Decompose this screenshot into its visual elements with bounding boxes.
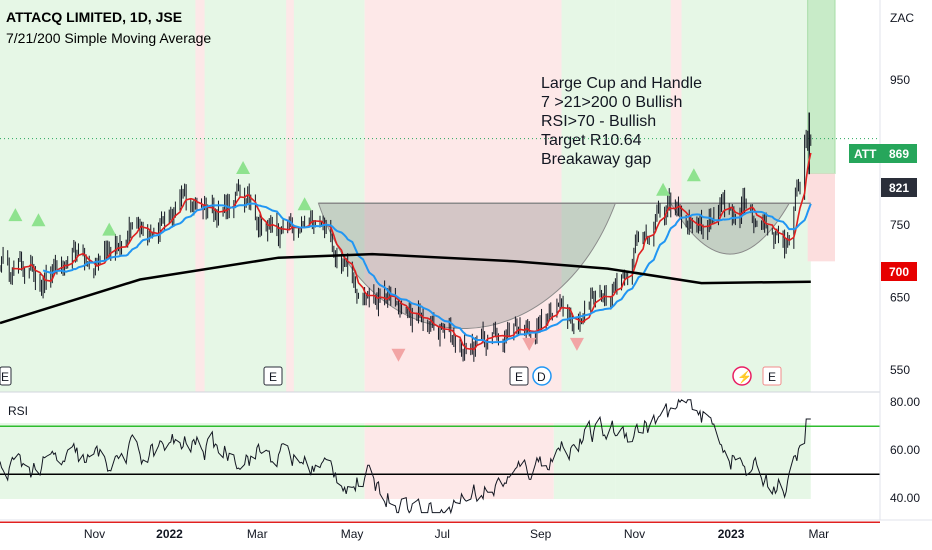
stop-zone xyxy=(807,173,835,262)
earnings-marker-3[interactable]: E xyxy=(509,366,529,386)
sma-21-line xyxy=(42,202,812,344)
svg-text:E: E xyxy=(1,370,9,384)
rsi-regime-band xyxy=(615,423,811,499)
stop-price-badge: 700 xyxy=(881,262,917,281)
svg-text:E: E xyxy=(515,370,523,384)
buy-arrow xyxy=(31,213,46,227)
entry-badge-text: 821 xyxy=(889,181,909,195)
sma-200-line xyxy=(0,252,811,325)
entry-badge-bg xyxy=(881,178,917,197)
regime-band xyxy=(0,0,365,392)
annotation-line-1: Large Cup and Handle xyxy=(541,75,702,92)
regime-strip xyxy=(540,0,562,392)
rsi-tick-label: 40.00 xyxy=(890,491,920,505)
svg-text:D: D xyxy=(537,370,546,384)
last-price-bg xyxy=(881,144,917,163)
symbol-badge-text: ATT xyxy=(854,147,877,161)
annotation-line-3: RSI>70 - Bullish xyxy=(541,113,656,130)
currency-label: ZAC xyxy=(890,11,914,25)
x-tick-label: May xyxy=(341,527,364,541)
x-tick-label: Mar xyxy=(247,527,268,541)
trade-annotation: Large Cup and Handle 7 >21>200 0 Bullish… xyxy=(541,75,702,168)
rsi-label: RSI xyxy=(8,404,28,418)
annotation-line-5: Breakaway gap xyxy=(541,151,651,168)
stop-badge-bg xyxy=(881,262,917,281)
last-price-badge: ATT 869 xyxy=(849,144,917,163)
buy-arrow xyxy=(236,160,251,174)
sma-7-line xyxy=(12,152,812,351)
regime-band xyxy=(615,0,811,392)
annotation-line-4: Target R10.64 xyxy=(541,132,642,149)
regime-strip xyxy=(195,0,205,392)
regime-band xyxy=(364,0,554,392)
price-tick-label: 650 xyxy=(890,291,910,305)
rsi-tick-label: 80.00 xyxy=(890,395,920,409)
last-price-text: 869 xyxy=(889,147,909,161)
svg-text:E: E xyxy=(768,370,776,384)
rsi-regime-band xyxy=(553,423,616,499)
buy-arrow xyxy=(686,168,701,182)
rsi-regime-band xyxy=(0,423,365,499)
x-tick-label: Nov xyxy=(624,527,645,541)
price-tick-label: 950 xyxy=(890,73,910,87)
symbol-title: ATTACQ LIMITED, 1D, JSE xyxy=(6,9,182,25)
trade-zones xyxy=(0,0,880,262)
entry-price-badge: 821 xyxy=(881,178,917,197)
earnings-marker-1[interactable]: E xyxy=(0,366,12,386)
rsi-pane xyxy=(0,391,880,523)
buy-arrow xyxy=(656,182,671,196)
regime-band xyxy=(553,0,616,392)
sell-arrow xyxy=(522,337,537,351)
regime-strip xyxy=(286,0,294,392)
sell-arrow xyxy=(569,337,584,351)
dividend-marker[interactable]: D xyxy=(532,366,552,386)
rsi-regime-band xyxy=(364,423,554,499)
buy-arrow xyxy=(8,208,23,222)
cup-shape xyxy=(317,202,617,329)
symbol-badge-bg xyxy=(849,144,881,163)
indicator-title: 7/21/200 Simple Moving Average xyxy=(6,30,211,46)
svg-text:E: E xyxy=(269,370,277,384)
rsi-line xyxy=(0,398,811,515)
signal-arrows xyxy=(8,160,701,362)
x-tick-label: Sep xyxy=(530,527,552,541)
x-tick-label: Mar xyxy=(808,527,829,541)
x-tick-label: 2023 xyxy=(718,527,745,541)
split-marker[interactable]: ⚡ xyxy=(732,366,752,386)
annotation-line-2: 7 >21>200 0 Bullish xyxy=(541,94,682,111)
x-tick-label: 2022 xyxy=(156,527,183,541)
moving-averages xyxy=(0,152,812,351)
price-tick-label: 550 xyxy=(890,363,910,377)
buy-arrow xyxy=(102,222,117,236)
target-zone xyxy=(807,0,836,174)
sell-arrow xyxy=(391,348,406,362)
x-tick-label: Nov xyxy=(84,527,105,541)
main-pane-background xyxy=(0,0,811,392)
earnings-marker-2[interactable]: E xyxy=(263,366,283,386)
regime-strip xyxy=(670,0,682,392)
x-tick-label: Jul xyxy=(435,527,450,541)
stop-badge-text: 700 xyxy=(889,265,909,279)
buy-arrow xyxy=(297,197,312,211)
lightning-icon: ⚡ xyxy=(737,370,752,384)
earnings-marker-4[interactable]: E xyxy=(762,366,782,386)
rsi-tick-label: 60.00 xyxy=(890,443,920,457)
price-tick-label: 750 xyxy=(890,218,910,232)
